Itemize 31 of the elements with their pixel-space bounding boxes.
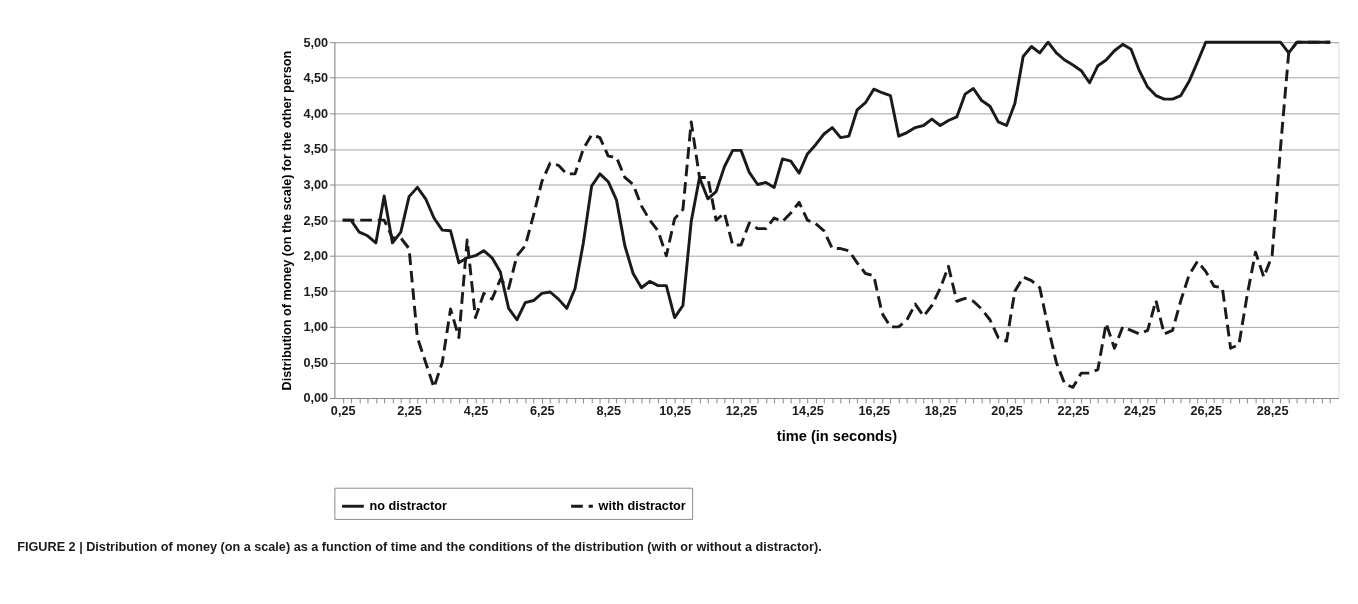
x-tick-label: 10,25 (659, 404, 691, 419)
y-tick-label: 0,00 (303, 391, 329, 406)
x-axis-title: time (in seconds) (776, 428, 898, 445)
y-tick-label: 4,50 (303, 71, 329, 86)
x-tick-label: 18,25 (924, 404, 957, 419)
y-tick-label: 4,00 (303, 106, 329, 121)
x-tick-label: 28,25 (1256, 404, 1289, 419)
x-tick-label: 0,25 (330, 404, 356, 419)
x-tick-label: 4,25 (463, 404, 489, 419)
legend-label: no distractor (369, 499, 447, 514)
y-tick-label: 3,50 (303, 142, 329, 157)
caption: FIGURE 2 | Distribution of money (on a scale) as a function of time and the conditions of the distribution (with or without a distractor). (17, 539, 822, 554)
x-tick-label: 16,25 (858, 404, 891, 419)
y-tick-label: 1,00 (303, 320, 329, 335)
x-tick-label: 24,25 (1123, 404, 1156, 419)
x-tick-label: 6,25 (530, 404, 555, 419)
y-tick-label: 0,50 (303, 355, 329, 370)
x-tick-label: 26,25 (1190, 404, 1223, 419)
y-tick-label: 2,50 (303, 213, 329, 228)
x-tick-label: 8,25 (596, 404, 622, 419)
legend-label: with distractor (597, 499, 686, 514)
x-tick-label: 14,25 (792, 404, 824, 419)
y-tick-label: 3,00 (303, 177, 329, 192)
x-tick-label: 2,25 (397, 404, 422, 419)
y-tick-label: 2,00 (303, 249, 329, 264)
y-tick-label: 1,50 (303, 284, 329, 299)
x-tick-label: 22,25 (1057, 404, 1090, 419)
x-tick-label: 20,25 (991, 404, 1023, 419)
x-tick-label: 12,25 (725, 404, 758, 419)
y-axis-title: Distribution of money (on the scale) for the other person (279, 50, 294, 391)
y-tick-label: 5,00 (303, 35, 329, 50)
